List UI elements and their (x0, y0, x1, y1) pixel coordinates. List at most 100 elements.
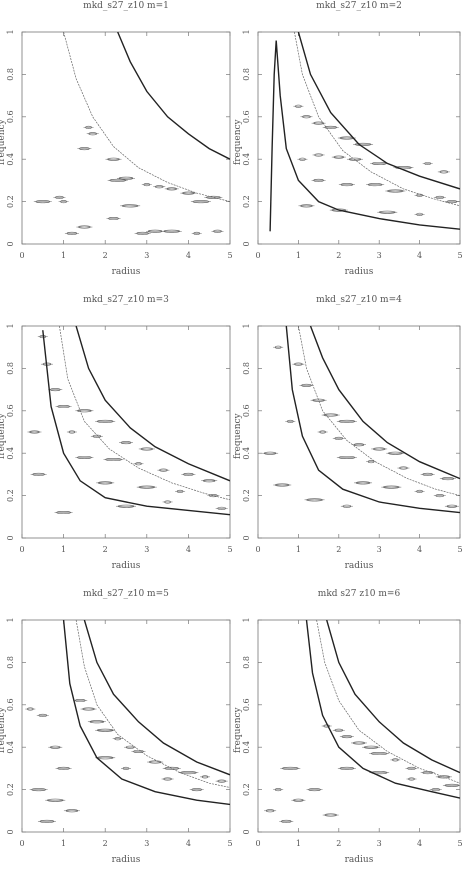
boundary-curve (326, 620, 460, 774)
x-tick-label: 3 (377, 545, 382, 554)
plot-area (264, 620, 460, 823)
x-tick-label: 3 (144, 251, 149, 260)
y-tick-label: 0 (242, 829, 251, 834)
boundary-curve (117, 32, 230, 160)
y-axis-label: frequency (233, 706, 243, 753)
boundary-curve (83, 620, 230, 776)
boundary-curve (42, 330, 230, 516)
x-tick-label: 2 (103, 839, 108, 848)
plot-area (33, 32, 230, 235)
x-tick-label: 1 (296, 839, 301, 848)
x-tick-label: 5 (457, 839, 462, 848)
y-tick-label: 0 (6, 241, 15, 246)
y-tick-label: 0.8 (242, 656, 251, 669)
y-tick-label: 0.8 (6, 68, 15, 81)
y-axis-label: frequency (233, 118, 243, 165)
y-tick-label: 0.4 (6, 153, 15, 166)
y-tick-label: 0.6 (242, 404, 251, 417)
plot-frame (21, 619, 231, 833)
panel-5: mkd_s27_z10 m=5 0 1 2 3 4 5 0 0.2 0.4 0.6 0.8 1 radiu… (0, 589, 233, 865)
y-tick-label: 0 (6, 535, 15, 540)
y-tick-label: 0.4 (6, 741, 15, 754)
panel-title: mkd_s27_z10 m=4 (316, 295, 402, 305)
plot-frame (257, 31, 461, 245)
y-tick-label: 0.8 (6, 362, 15, 375)
y-tick-label: 0.4 (242, 741, 251, 754)
y-tick-label: 0.2 (242, 489, 251, 502)
x-tick-label: 5 (457, 545, 462, 554)
y-tick-label: 0.2 (6, 783, 15, 796)
y-tick-label: 0.6 (242, 110, 251, 123)
dispersion-curve (298, 326, 460, 496)
plot-frame (257, 325, 461, 539)
x-tick-label: 2 (103, 251, 108, 260)
x-axis-label: radius (345, 267, 374, 277)
panel-6: mkd s27 z10 m=6 0 1 2 3 4 5 0 0.2 0.4 0.6 0.8 1 radiu… (233, 589, 463, 865)
x-tick-label: 1 (61, 545, 66, 554)
panel-title: mkd_s27_z10 m=5 (83, 589, 169, 599)
y-tick-label: 0.2 (6, 195, 15, 208)
boundary-curve (75, 326, 230, 482)
x-tick-label: 5 (457, 251, 462, 260)
y-tick-label: 1 (6, 617, 15, 622)
y-tick-label: 0.8 (242, 362, 251, 375)
plot-area (269, 32, 460, 232)
panel-title: mkd_s27_z10 m=3 (83, 295, 169, 305)
panel-1: mkd_s27_z10 m=1 0 1 2 3 4 5 0 0.2 0.4 0.6 0.8 1 radiu… (0, 1, 233, 277)
y-tick-label: 0.2 (242, 783, 251, 796)
plot-frame (257, 619, 461, 833)
x-tick-label: 4 (186, 839, 191, 848)
y-axis-label: frequency (233, 412, 243, 459)
x-tick-label: 2 (336, 251, 341, 260)
x-tick-label: 2 (336, 839, 341, 848)
y-tick-label: 0.6 (6, 698, 15, 711)
x-tick-label: 1 (296, 545, 301, 554)
y-tick-label: 1 (242, 29, 251, 34)
x-tick-label: 2 (336, 545, 341, 554)
x-tick-label: 3 (144, 839, 149, 848)
panel-title: mkd_s27_z10 m=1 (83, 1, 169, 11)
x-tick-label: 0 (255, 839, 260, 848)
boundary-curve (62, 620, 230, 806)
x-tick-label: 0 (255, 251, 260, 260)
boundary-curve (309, 326, 460, 480)
y-tick-label: 0.2 (6, 489, 15, 502)
y-tick-label: 0 (242, 535, 251, 540)
x-tick-label: 3 (144, 545, 149, 554)
y-tick-label: 0.6 (242, 698, 251, 711)
y-tick-label: 0.4 (242, 447, 251, 460)
panel-title: mkd s27 z10 m=6 (318, 589, 401, 599)
x-tick-label: 5 (227, 545, 232, 554)
x-axis-label: radius (345, 561, 374, 571)
y-tick-label: 1 (242, 617, 251, 622)
panel-4: mkd_s27_z10 m=4 0 1 2 3 4 5 0 0.2 0.4 0.6 0.8 1 radiu… (233, 295, 463, 571)
y-tick-label: 0.6 (6, 404, 15, 417)
x-tick-label: 1 (61, 251, 66, 260)
plot-area (262, 326, 460, 514)
plot-area (27, 326, 230, 516)
panel-title: mkd_s27_z10 m=2 (316, 1, 402, 11)
y-tick-label: 0 (242, 241, 251, 246)
y-axis-label: frequency (0, 118, 7, 165)
x-tick-label: 4 (186, 251, 191, 260)
x-tick-label: 3 (377, 839, 382, 848)
plot-frame (21, 31, 231, 245)
x-tick-label: 4 (186, 545, 191, 554)
boundary-curve (285, 326, 460, 514)
x-tick-label: 5 (227, 251, 232, 260)
y-axis-label: frequency (0, 706, 7, 753)
plot-area (25, 620, 230, 823)
x-tick-label: 0 (19, 251, 24, 260)
x-tick-label: 1 (61, 839, 66, 848)
x-axis-label: radius (112, 267, 141, 277)
panel-3: mkd_s27_z10 m=3 0 1 2 3 4 5 0 0.2 0.4 0.6 0.8 1 radiu… (0, 295, 233, 571)
x-tick-label: 4 (417, 545, 422, 554)
y-tick-label: 0.8 (242, 68, 251, 81)
y-tick-label: 0 (6, 829, 15, 834)
dispersion-curve (63, 32, 230, 202)
x-tick-label: 2 (103, 545, 108, 554)
boundary-curve (269, 40, 460, 232)
x-tick-label: 0 (19, 839, 24, 848)
x-axis-label: radius (345, 855, 374, 865)
panel-2: mkd_s27_z10 m=2 0 1 2 3 4 5 0 0.2 0.4 0.6 0.8 1 radiu… (233, 1, 463, 277)
